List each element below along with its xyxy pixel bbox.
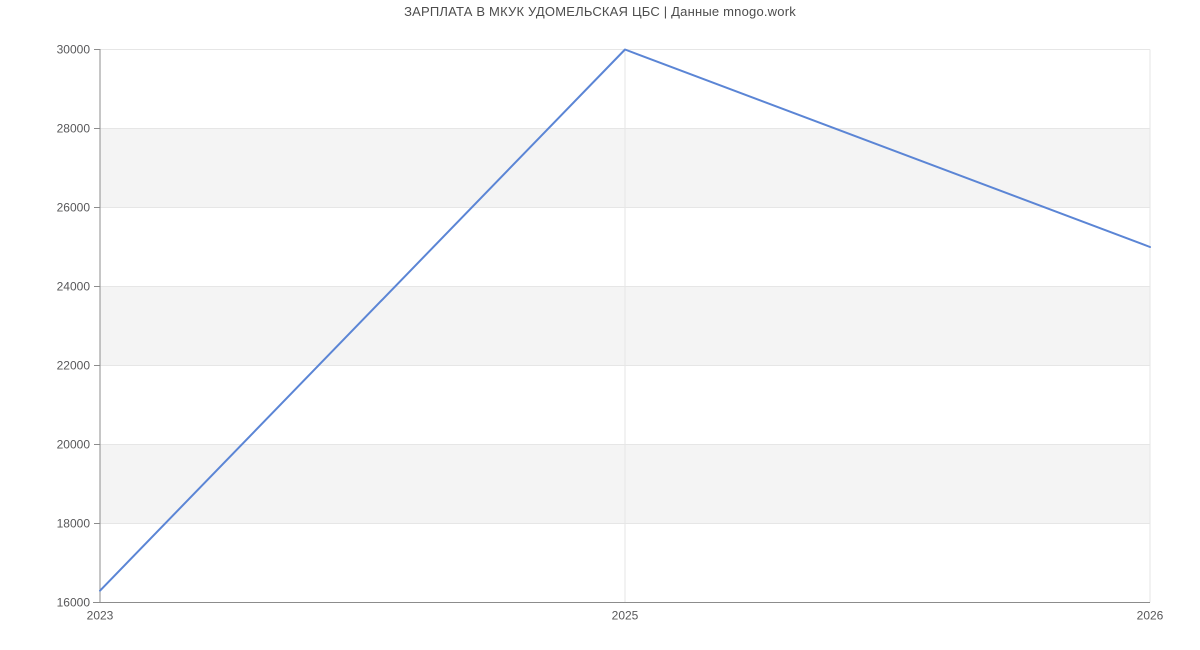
y-tick-label: 30000 [57,43,91,57]
y-tick-label: 20000 [57,438,91,452]
y-tick-label: 22000 [57,359,91,373]
y-tick-label: 24000 [57,280,91,294]
chart-title: ЗАРПЛАТА В МКУК УДОМЕЛЬСКАЯ ЦБС | Данные… [404,4,796,19]
y-tick-label: 26000 [57,201,91,215]
x-tick-label: 2023 [87,609,114,623]
x-tick-label: 2026 [1137,609,1164,623]
salary-line [99,48,1151,592]
y-tick-label: 28000 [57,122,91,136]
x-tick-label: 2025 [612,609,639,623]
y-tick-label: 16000 [57,596,91,610]
y-tick-label: 18000 [57,517,91,531]
